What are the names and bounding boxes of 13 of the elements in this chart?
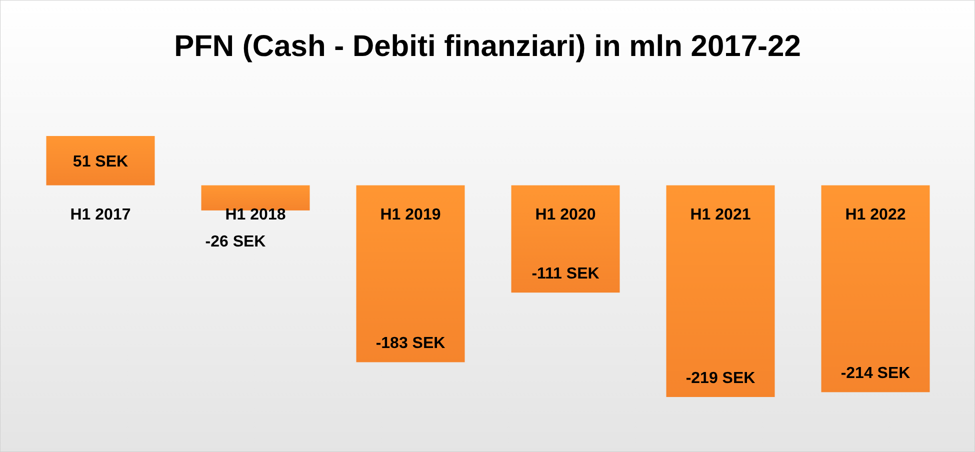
data-label: 51 SEK — [72, 154, 129, 171]
x-tick-label: H1 2019 — [380, 206, 441, 224]
x-tick-label: H1 2020 — [535, 206, 596, 224]
x-tick-label: H1 2018 — [225, 206, 286, 224]
data-label: -26 SEK — [205, 233, 266, 250]
chart-title: PFN (Cash - Debiti finanziari) in mln 2017-22 — [174, 30, 801, 63]
x-tick-label: H1 2017 — [70, 206, 131, 224]
data-label: -219 SEK — [686, 370, 756, 387]
x-tick-label: H1 2022 — [845, 206, 906, 224]
x-tick-label: H1 2021 — [690, 206, 751, 224]
data-label: -111 SEK — [532, 266, 600, 283]
data-label: -214 SEK — [840, 365, 911, 382]
data-label: -183 SEK — [376, 335, 446, 352]
